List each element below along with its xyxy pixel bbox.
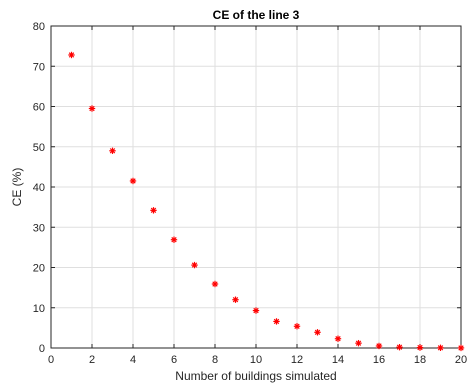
data-point <box>129 177 137 185</box>
x-tick-label: 18 <box>414 354 426 366</box>
x-tick-label: 20 <box>455 354 467 366</box>
data-point <box>334 335 342 342</box>
y-tick-label: 40 <box>33 182 45 194</box>
y-axis-label: CE (%) <box>10 168 24 207</box>
x-tick-label: 8 <box>212 354 218 366</box>
x-tick-label: 6 <box>171 354 177 366</box>
data-point <box>211 280 219 288</box>
x-tick-label: 2 <box>89 354 95 366</box>
x-tick-label: 4 <box>130 354 136 366</box>
data-point <box>375 342 383 350</box>
y-tick-label: 0 <box>39 343 45 355</box>
x-tick-label: 0 <box>48 354 54 366</box>
x-axis-label: Number of buildings simulated <box>175 369 336 383</box>
data-points <box>68 51 465 352</box>
x-tick-label: 16 <box>373 354 385 366</box>
y-tick-label: 20 <box>33 263 45 275</box>
y-tick-label: 30 <box>33 222 45 234</box>
x-tick-label: 14 <box>332 354 344 366</box>
data-point <box>170 236 178 243</box>
data-point <box>314 329 321 336</box>
data-point <box>109 147 116 154</box>
y-tick-label: 80 <box>33 21 45 33</box>
data-point <box>191 261 198 269</box>
data-point <box>150 207 157 214</box>
x-tick-label: 10 <box>250 354 262 366</box>
y-tick-label: 10 <box>33 303 45 315</box>
y-tick-label: 60 <box>33 102 45 114</box>
data-point <box>416 344 424 351</box>
data-point <box>396 343 403 351</box>
grid-lines <box>50 25 462 349</box>
data-point <box>68 51 75 59</box>
data-point <box>437 344 444 351</box>
y-tick-label: 50 <box>33 142 45 154</box>
data-point <box>457 344 465 352</box>
data-point <box>232 296 239 303</box>
data-point <box>355 339 362 347</box>
data-point <box>293 323 301 330</box>
plot-area-frame <box>50 25 462 349</box>
data-point <box>273 318 280 325</box>
x-tick-label: 12 <box>291 354 303 366</box>
chart-title: CE of the line 3 <box>213 8 300 22</box>
data-point <box>88 105 96 112</box>
data-point <box>252 307 260 314</box>
axis-ticks: 0 2 4 6 8 10 12 14 16 18 20 0 10 20 30 40 50 60 70 80 <box>33 21 467 366</box>
y-tick-label: 70 <box>33 61 45 73</box>
